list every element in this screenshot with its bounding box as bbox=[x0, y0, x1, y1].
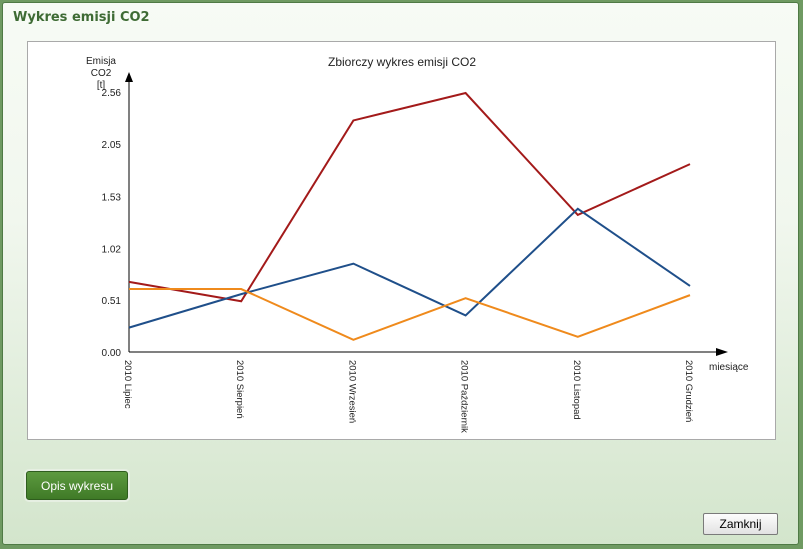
y-axis-arrow bbox=[125, 72, 133, 82]
y-axis-label: CO2 bbox=[91, 68, 112, 79]
close-button[interactable]: Zamknij bbox=[703, 513, 778, 535]
x-tick-label: 2010 Lipiec bbox=[122, 360, 133, 409]
x-axis-label: miesiące bbox=[709, 362, 749, 373]
chart-panel: Zbiorczy wykres emisji CO2 Emisja CO2 [t] mi… bbox=[27, 41, 776, 440]
y-tick-label: 1.02 bbox=[102, 244, 122, 255]
y-tick-label: 0.51 bbox=[102, 296, 122, 307]
series-line-2 bbox=[128, 207, 691, 329]
y-tick-label: 0.00 bbox=[102, 348, 122, 359]
y-axis-label: [t] bbox=[97, 80, 106, 91]
dialog-title: Wykres emisji CO2 bbox=[13, 10, 150, 25]
x-tick-label: 2010 Wrzesień bbox=[346, 360, 357, 423]
y-tick-label: 1.53 bbox=[102, 193, 122, 204]
chart-title: Zbiorczy wykres emisji CO2 bbox=[328, 55, 476, 69]
y-tick-label: 2.56 bbox=[102, 88, 122, 99]
y-tick-label: 2.05 bbox=[102, 140, 122, 151]
x-tick-label: 2010 Listopad bbox=[571, 360, 582, 420]
y-axis-label: Emisja bbox=[86, 56, 116, 67]
x-axis-arrow bbox=[716, 348, 728, 356]
series-line-1 bbox=[128, 91, 691, 303]
x-tick-label: 2010 Sierpień bbox=[234, 360, 245, 419]
x-tick-label: 2010 Październik bbox=[459, 360, 470, 433]
series-line-3 bbox=[129, 288, 691, 341]
chart-description-button[interactable]: Opis wykresu bbox=[26, 471, 128, 500]
x-tick-label: 2010 Grudzień bbox=[683, 360, 694, 422]
